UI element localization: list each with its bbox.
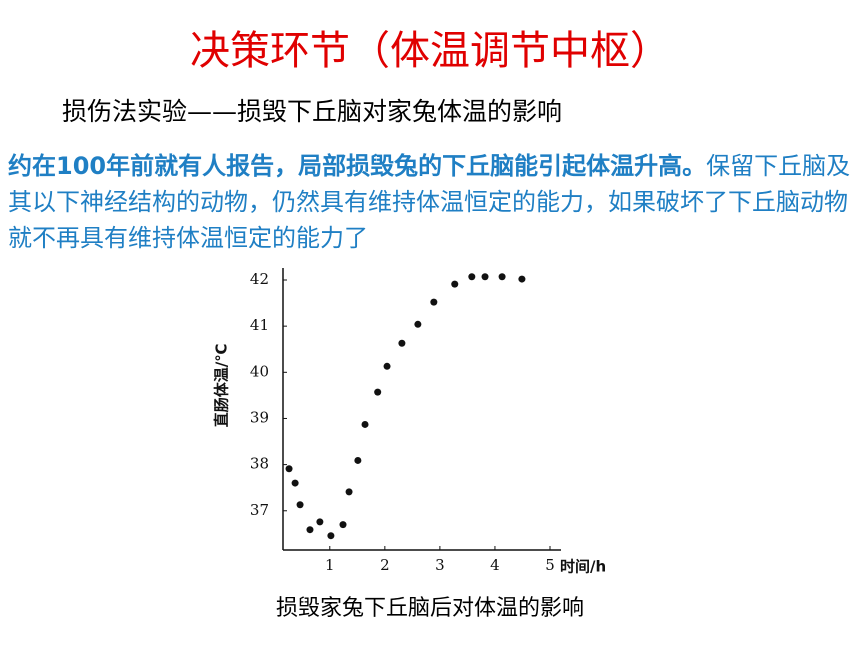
y-tick-label: 37 bbox=[250, 501, 269, 519]
data-point bbox=[285, 465, 293, 473]
bold-text: 约在100年前就有人报告，局部损毁兔的下丘脑能引起体温升高。 bbox=[8, 152, 707, 180]
data-point bbox=[291, 479, 299, 487]
data-point bbox=[374, 388, 382, 396]
y-tick-label: 39 bbox=[250, 408, 269, 426]
data-point bbox=[481, 273, 489, 281]
y-axis-label: 直肠体温/℃ bbox=[213, 344, 231, 428]
data-point bbox=[306, 526, 314, 534]
normal-text: 保留下丘脑及其以下神经结构的动物，仍然具有维持体温恒定的能力，如果破坏了下丘脑动… bbox=[8, 152, 851, 252]
data-point bbox=[414, 320, 422, 328]
data-point bbox=[430, 298, 438, 306]
data-point bbox=[468, 273, 476, 281]
x-axis-label: 时间/h bbox=[560, 558, 606, 576]
paragraph: 约在100年前就有人报告，局部损毁兔的下丘脑能引起体温升高。保留下丘脑及其以下神… bbox=[8, 148, 854, 256]
caption: 损毁家兔下丘脑后对体温的影响 bbox=[275, 596, 584, 621]
x-tick-label: 1 bbox=[325, 556, 335, 574]
x-tick-label: 5 bbox=[545, 556, 555, 574]
x-tick-label: 4 bbox=[490, 556, 500, 574]
data-point bbox=[518, 275, 526, 283]
data-point bbox=[345, 488, 353, 496]
y-tick-label: 38 bbox=[250, 455, 269, 473]
x-tick-label: 3 bbox=[435, 556, 445, 574]
data-point bbox=[383, 362, 391, 370]
data-point bbox=[327, 532, 335, 540]
data-point bbox=[398, 339, 406, 347]
data-point bbox=[296, 501, 304, 509]
data-point bbox=[339, 521, 347, 529]
data-point bbox=[498, 273, 506, 281]
data-point bbox=[316, 518, 324, 526]
y-tick-label: 41 bbox=[250, 316, 269, 334]
y-tick-label: 42 bbox=[250, 270, 269, 288]
slide-title: 决策环节（体温调节中枢） bbox=[190, 28, 670, 74]
subtitle: 损伤法实验——损毁下丘脑对家兔体温的影响 bbox=[62, 97, 563, 126]
data-point bbox=[451, 280, 459, 288]
x-tick-label: 2 bbox=[380, 556, 390, 574]
data-point bbox=[361, 420, 369, 428]
data-point bbox=[354, 456, 362, 464]
y-tick-label: 40 bbox=[250, 362, 269, 380]
